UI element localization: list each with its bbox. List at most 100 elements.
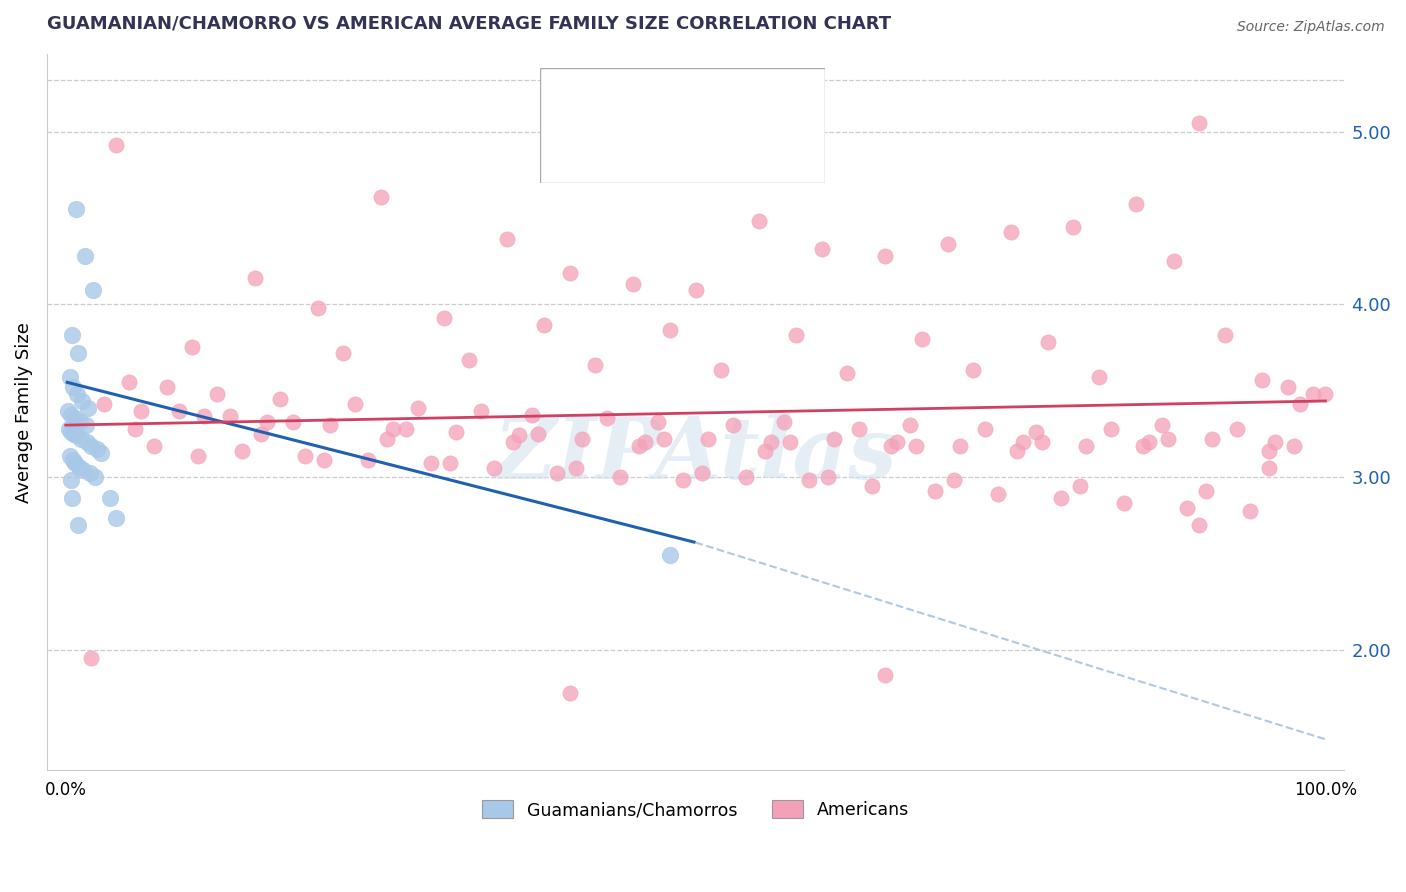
Point	[420, 456, 443, 470]
Point	[307, 301, 329, 315]
Point	[60, 491, 83, 505]
Point	[58, 404, 80, 418]
Point	[63, 426, 86, 441]
Point	[571, 432, 593, 446]
Point	[1137, 435, 1160, 450]
Point	[143, 439, 166, 453]
Point	[344, 397, 367, 411]
Point	[65, 202, 87, 217]
Point	[193, 409, 215, 424]
Point	[180, 341, 202, 355]
Point	[886, 435, 908, 450]
Point	[1188, 518, 1211, 533]
Point	[565, 461, 588, 475]
Point	[495, 232, 517, 246]
Point	[457, 352, 479, 367]
Point	[86, 442, 108, 457]
Point	[79, 467, 101, 481]
Point	[1289, 397, 1312, 411]
Point	[1125, 197, 1147, 211]
Point	[75, 418, 97, 433]
Point	[256, 415, 278, 429]
Point	[231, 444, 253, 458]
Point	[710, 363, 733, 377]
Point	[1239, 504, 1261, 518]
Point	[319, 418, 342, 433]
Point	[59, 449, 82, 463]
Point	[77, 401, 100, 415]
Point	[558, 266, 581, 280]
Point	[70, 393, 93, 408]
Point	[1025, 425, 1047, 439]
Point	[357, 452, 380, 467]
Point	[835, 367, 858, 381]
Point	[1302, 387, 1324, 401]
Point	[1201, 432, 1223, 446]
Point	[73, 249, 96, 263]
Point	[697, 432, 720, 446]
Point	[723, 418, 745, 433]
Point	[370, 190, 392, 204]
Point	[1257, 461, 1279, 475]
Point	[659, 548, 682, 562]
Point	[62, 452, 84, 467]
Point	[98, 491, 121, 505]
Point	[652, 432, 675, 446]
Point	[659, 323, 682, 337]
Point	[1099, 421, 1122, 435]
Point	[962, 363, 984, 377]
Point	[911, 332, 934, 346]
Point	[797, 474, 820, 488]
Point	[1163, 254, 1185, 268]
Point	[439, 456, 461, 470]
Point	[823, 432, 845, 446]
Point	[1251, 373, 1274, 387]
Point	[924, 483, 946, 498]
Point	[685, 284, 707, 298]
Point	[1257, 444, 1279, 458]
Point	[1195, 483, 1218, 498]
Point	[1038, 335, 1060, 350]
Point	[294, 449, 316, 463]
Point	[375, 432, 398, 446]
Text: ZIPAtlas: ZIPAtlas	[494, 413, 897, 497]
Point	[873, 668, 896, 682]
Point	[408, 401, 430, 415]
Point	[1188, 116, 1211, 130]
Point	[63, 411, 86, 425]
Point	[1112, 496, 1135, 510]
Point	[1175, 500, 1198, 515]
Point	[1213, 328, 1236, 343]
Point	[1132, 439, 1154, 453]
Point	[470, 404, 492, 418]
Point	[1087, 369, 1109, 384]
Point	[848, 421, 870, 435]
Point	[65, 456, 87, 470]
Point	[67, 345, 90, 359]
Point	[1000, 225, 1022, 239]
Point	[735, 470, 758, 484]
Point	[1005, 444, 1028, 458]
Point	[583, 358, 606, 372]
Point	[502, 435, 524, 450]
Point	[58, 421, 80, 435]
Point	[627, 439, 650, 453]
Point	[59, 408, 82, 422]
Point	[898, 418, 921, 433]
Point	[382, 421, 405, 435]
Point	[72, 463, 94, 477]
Point	[596, 411, 619, 425]
Legend: Guamanians/Chamorros, Americans: Guamanians/Chamorros, Americans	[475, 794, 917, 826]
Text: Source: ZipAtlas.com: Source: ZipAtlas.com	[1237, 20, 1385, 34]
Point	[1074, 439, 1097, 453]
Point	[520, 408, 543, 422]
Point	[647, 415, 669, 429]
Point	[67, 459, 90, 474]
Point	[672, 474, 695, 488]
Point	[1069, 478, 1091, 492]
Point	[905, 439, 928, 453]
Point	[395, 421, 418, 435]
Point	[779, 435, 801, 450]
Point	[62, 380, 84, 394]
Point	[949, 439, 972, 453]
